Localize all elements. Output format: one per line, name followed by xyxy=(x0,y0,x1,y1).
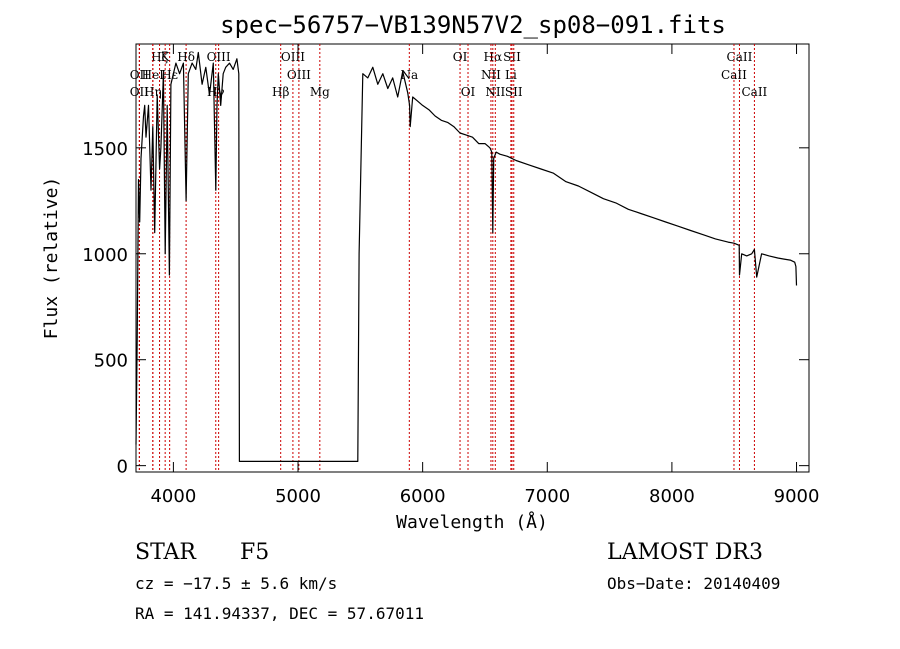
line-marker-label: OIII xyxy=(281,50,305,64)
observation-date: Obs−Date: 20140409 xyxy=(607,574,781,593)
y-tick-label: 1500 xyxy=(82,139,128,160)
line-marker-label: OI xyxy=(461,85,476,99)
line-marker-label: OI xyxy=(453,50,468,64)
x-tick-label: 8000 xyxy=(649,486,695,507)
axes: 4000 5000 6000 7000 8000 9000 0 500 1000 1500 xyxy=(82,44,819,507)
line-marker-label: CaII xyxy=(741,85,767,99)
object-subclass: F5 xyxy=(240,540,270,565)
y-tick-label: 0 xyxy=(117,457,128,478)
line-marker-label: OIII xyxy=(207,50,231,64)
chart-title: spec−56757−VB139N57V2_sp08−091.fits xyxy=(220,11,726,39)
x-tick-label: 9000 xyxy=(774,486,820,507)
line-marker-label: Hα xyxy=(484,50,503,64)
line-marker-label: Hδ xyxy=(177,50,195,64)
y-tick-label: 500 xyxy=(94,351,128,372)
line-marker-label: Li xyxy=(505,68,517,82)
line-marker-label: CaII xyxy=(721,68,747,82)
line-marker-label: Hζ xyxy=(151,50,168,64)
line-marker-label: Hβ xyxy=(272,85,289,99)
line-marker-label: NII xyxy=(485,85,505,99)
y-axis-label: Flux (relative) xyxy=(41,177,62,340)
line-marker-label: SII xyxy=(505,85,523,99)
line-marker-label: Hη xyxy=(144,85,162,99)
line-marker-label: HeI xyxy=(142,68,165,82)
line-marker-label: CaII xyxy=(727,50,753,64)
line-marker-label: OIII xyxy=(287,68,311,82)
x-tick-label: 5000 xyxy=(275,486,321,507)
line-marker-label: Mg xyxy=(310,85,330,99)
line-marker-label: OII xyxy=(130,85,150,99)
x-tick-label: 7000 xyxy=(524,486,570,507)
line-marker-label: OII xyxy=(130,68,150,82)
survey-name: LAMOST DR3 xyxy=(607,540,763,565)
line-marker-label: K xyxy=(161,50,171,64)
plot-frame xyxy=(135,43,810,473)
line-marker-label: SII xyxy=(503,50,521,64)
redshift-readout: cz = −17.5 ± 5.6 km/s xyxy=(135,574,338,593)
coordinates-readout: RA = 141.94337, DEC = 57.67011 xyxy=(135,604,424,623)
line-marker-label: NII xyxy=(481,68,501,82)
y-tick-label: 1000 xyxy=(82,245,128,266)
x-axis-label: Wavelength (Å) xyxy=(396,511,548,533)
object-class: STAR xyxy=(135,540,196,565)
x-tick-label: 6000 xyxy=(400,486,446,507)
spectrum-series xyxy=(135,51,798,462)
x-tick-label: 4000 xyxy=(150,486,196,507)
spectrum-line xyxy=(135,51,798,462)
